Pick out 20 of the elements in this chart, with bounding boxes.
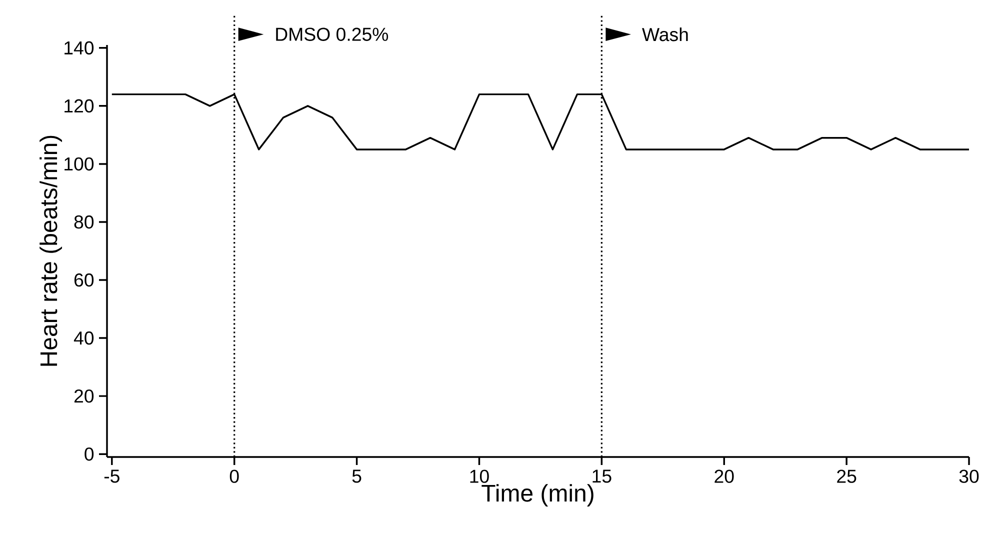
y-tick-label: 0	[84, 447, 94, 461]
x-tick-label: 25	[837, 470, 856, 483]
x-tick-label: 20	[714, 470, 734, 483]
ref-line-label: DMSO 0.25%	[276, 28, 388, 41]
y-tick-label: 80	[74, 215, 94, 229]
ref-line-label: Wash	[642, 27, 688, 42]
y-tick-label: 120	[64, 99, 94, 113]
x-tick-label: 5	[352, 470, 362, 483]
y-tick-label: 40	[74, 331, 94, 345]
y-tick-label: 140	[64, 41, 94, 55]
x-tick-label: 10	[470, 470, 489, 483]
y-tick-label: 20	[74, 389, 94, 403]
y-axis-title: Heart rate (beats/min)	[40, 136, 62, 366]
x-tick-label: 30	[959, 470, 979, 483]
y-tick-label: 60	[74, 273, 94, 287]
x-axis-title: Time (min)	[482, 484, 594, 506]
x-tick-label: 15	[592, 470, 612, 483]
y-tick-label: 100	[64, 157, 94, 171]
x-tick-label: 0	[230, 470, 239, 483]
x-tick-label: -5	[104, 470, 120, 483]
